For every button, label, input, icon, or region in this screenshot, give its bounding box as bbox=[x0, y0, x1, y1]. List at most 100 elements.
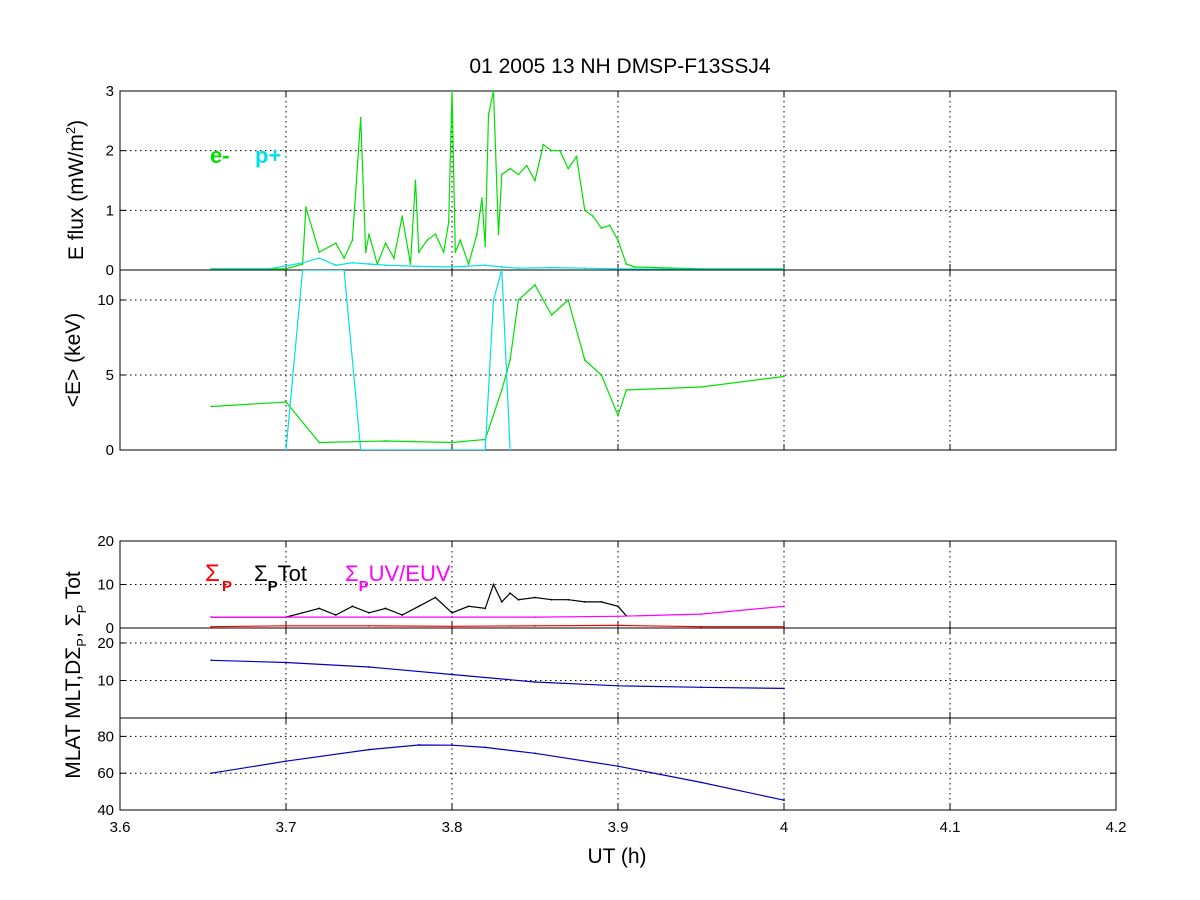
data-point-energy-flux-0 bbox=[359, 116, 362, 119]
mlat-panel: 40 60 80 3.6 3.7 3.8 3.9 4 4.1 4.2 bbox=[97, 717, 1127, 836]
data-point-mlt-0 bbox=[210, 659, 213, 662]
data-point-energy-flux-0 bbox=[542, 143, 545, 146]
data-point-energy-flux-0 bbox=[509, 167, 511, 170]
y-tick-label: 60 bbox=[97, 765, 114, 782]
data-point-conductance-1 bbox=[401, 614, 404, 616]
data-point-energy-flux-0 bbox=[575, 155, 578, 158]
data-point-energy-flux-0 bbox=[447, 221, 450, 224]
y-tick-label: 0 bbox=[106, 262, 114, 279]
data-point-mean-energy-1 bbox=[285, 449, 287, 450]
x-tick-label: 4.2 bbox=[1106, 819, 1127, 836]
data-point-energy-flux-0 bbox=[384, 242, 387, 245]
data-point-conductance-1 bbox=[334, 614, 337, 616]
series-line-mean-energy-0 bbox=[211, 284, 785, 444]
data-point-mean-energy-0 bbox=[210, 405, 213, 408]
data-point-energy-flux-0 bbox=[467, 263, 470, 265]
legend-sigma-p-uv: ΣPUV/EUV bbox=[345, 561, 451, 595]
y-tick-label: 10 bbox=[97, 673, 114, 690]
data-point-energy-flux-0 bbox=[401, 215, 404, 218]
x-tick-label: 4 bbox=[780, 819, 788, 836]
y-tick-label: 5 bbox=[106, 367, 114, 384]
data-point-conductance-1 bbox=[500, 601, 503, 603]
energy-flux-panel: 0 1 2 3 bbox=[106, 83, 1117, 279]
data-point-mean-energy-0 bbox=[550, 314, 553, 316]
data-point-energy-flux-1 bbox=[500, 266, 503, 268]
legend-sigma-p: Σ bbox=[205, 560, 220, 587]
data-point-energy-flux-0 bbox=[487, 114, 490, 116]
data-point-conductance-1 bbox=[434, 596, 437, 599]
data-point-conductance-1 bbox=[467, 605, 470, 608]
data-point-mlt-0 bbox=[285, 661, 287, 664]
data-point-conductance-0 bbox=[285, 624, 287, 627]
series-line-energy-flux-0 bbox=[211, 91, 784, 270]
x-tick-label: 3.6 bbox=[110, 819, 131, 836]
data-point-conductance-2 bbox=[783, 605, 785, 608]
panel-frame bbox=[119, 90, 1117, 271]
data-point-mlat-0 bbox=[285, 760, 287, 763]
data-point-conductance-2 bbox=[285, 616, 287, 618]
data-point-conductance-1 bbox=[567, 598, 570, 601]
data-point-conductance-1 bbox=[600, 601, 603, 603]
data-point-energy-flux-0 bbox=[426, 239, 428, 242]
data-point-conductance-0 bbox=[700, 625, 702, 628]
data-point-conductance-1 bbox=[417, 605, 420, 608]
conductance-panel: 0 10 20 bbox=[97, 533, 1117, 637]
legend-sigma-uv-text: UV/EUV bbox=[369, 561, 451, 586]
legend-sigma-uv-symbol: Σ bbox=[345, 561, 359, 586]
data-point-conductance-2 bbox=[210, 616, 213, 618]
data-point-conductance-1 bbox=[351, 605, 354, 608]
data-point-energy-flux-0 bbox=[417, 251, 420, 254]
data-point-conductance-0 bbox=[617, 624, 619, 627]
data-point-mean-energy-0 bbox=[500, 389, 503, 391]
data-point-mean-energy-0 bbox=[617, 414, 619, 417]
data-point-mean-energy-0 bbox=[318, 441, 321, 444]
data-point-energy-flux-1 bbox=[301, 261, 304, 264]
data-point-conductance-1 bbox=[517, 598, 520, 601]
data-point-energy-flux-0 bbox=[459, 239, 462, 242]
data-point-mlat-0 bbox=[534, 752, 536, 755]
y-tick-label: 0 bbox=[106, 442, 114, 459]
data-point-energy-flux-0 bbox=[534, 179, 536, 182]
data-point-mlat-0 bbox=[210, 772, 213, 775]
data-point-mlt-0 bbox=[451, 673, 453, 676]
data-point-mean-energy-0 bbox=[567, 299, 570, 301]
data-point-energy-flux-0 bbox=[592, 215, 594, 218]
lower-panels-ylabel: MLAT MLT,DΣP, ΣP Tot bbox=[62, 571, 89, 779]
mlt-ylabel: MLT,D bbox=[62, 660, 85, 719]
series-line-conductance-0 bbox=[211, 624, 784, 628]
data-point-mean-energy-1 bbox=[343, 270, 345, 271]
data-point-mlt-0 bbox=[534, 681, 536, 683]
data-point-conductance-2 bbox=[534, 616, 536, 618]
data-point-energy-flux-0 bbox=[305, 206, 307, 209]
data-point-mean-energy-0 bbox=[509, 359, 511, 361]
data-point-mean-energy-0 bbox=[700, 386, 702, 388]
legend-sigma-p-subscript: P bbox=[222, 578, 232, 595]
data-point-mean-energy-1 bbox=[492, 299, 495, 301]
data-point-energy-flux-0 bbox=[442, 251, 445, 254]
data-point-energy-flux-0 bbox=[343, 257, 345, 259]
data-point-energy-flux-0 bbox=[334, 242, 337, 245]
data-point-energy-flux-0 bbox=[633, 266, 636, 268]
data-point-energy-flux-0 bbox=[285, 267, 287, 270]
data-point-energy-flux-1 bbox=[285, 264, 287, 267]
data-point-mean-energy-1 bbox=[484, 449, 487, 450]
data-point-energy-flux-0 bbox=[617, 239, 619, 242]
data-point-energy-flux-1 bbox=[334, 264, 337, 267]
data-point-energy-flux-1 bbox=[368, 263, 370, 265]
mlt-panel: 10 20 bbox=[97, 627, 1117, 719]
data-point-energy-flux-0 bbox=[318, 251, 321, 254]
data-point-conductance-0 bbox=[534, 624, 536, 627]
data-point-conductance-0 bbox=[451, 625, 453, 628]
data-point-energy-flux-0 bbox=[454, 251, 457, 254]
data-point-conductance-1 bbox=[368, 611, 370, 614]
data-point-mlt-0 bbox=[700, 686, 702, 689]
y-tick-label: 40 bbox=[97, 802, 114, 819]
data-point-mean-energy-1 bbox=[500, 270, 503, 271]
data-point-conductance-1 bbox=[484, 607, 487, 610]
data-point-energy-flux-0 bbox=[364, 251, 367, 254]
data-point-conductance-1 bbox=[301, 611, 304, 614]
legend-sigma-tot-subscript: P bbox=[268, 578, 278, 595]
y-tick-label: 10 bbox=[97, 577, 114, 594]
data-point-energy-flux-1 bbox=[417, 265, 420, 268]
data-point-mean-energy-1 bbox=[376, 449, 379, 450]
